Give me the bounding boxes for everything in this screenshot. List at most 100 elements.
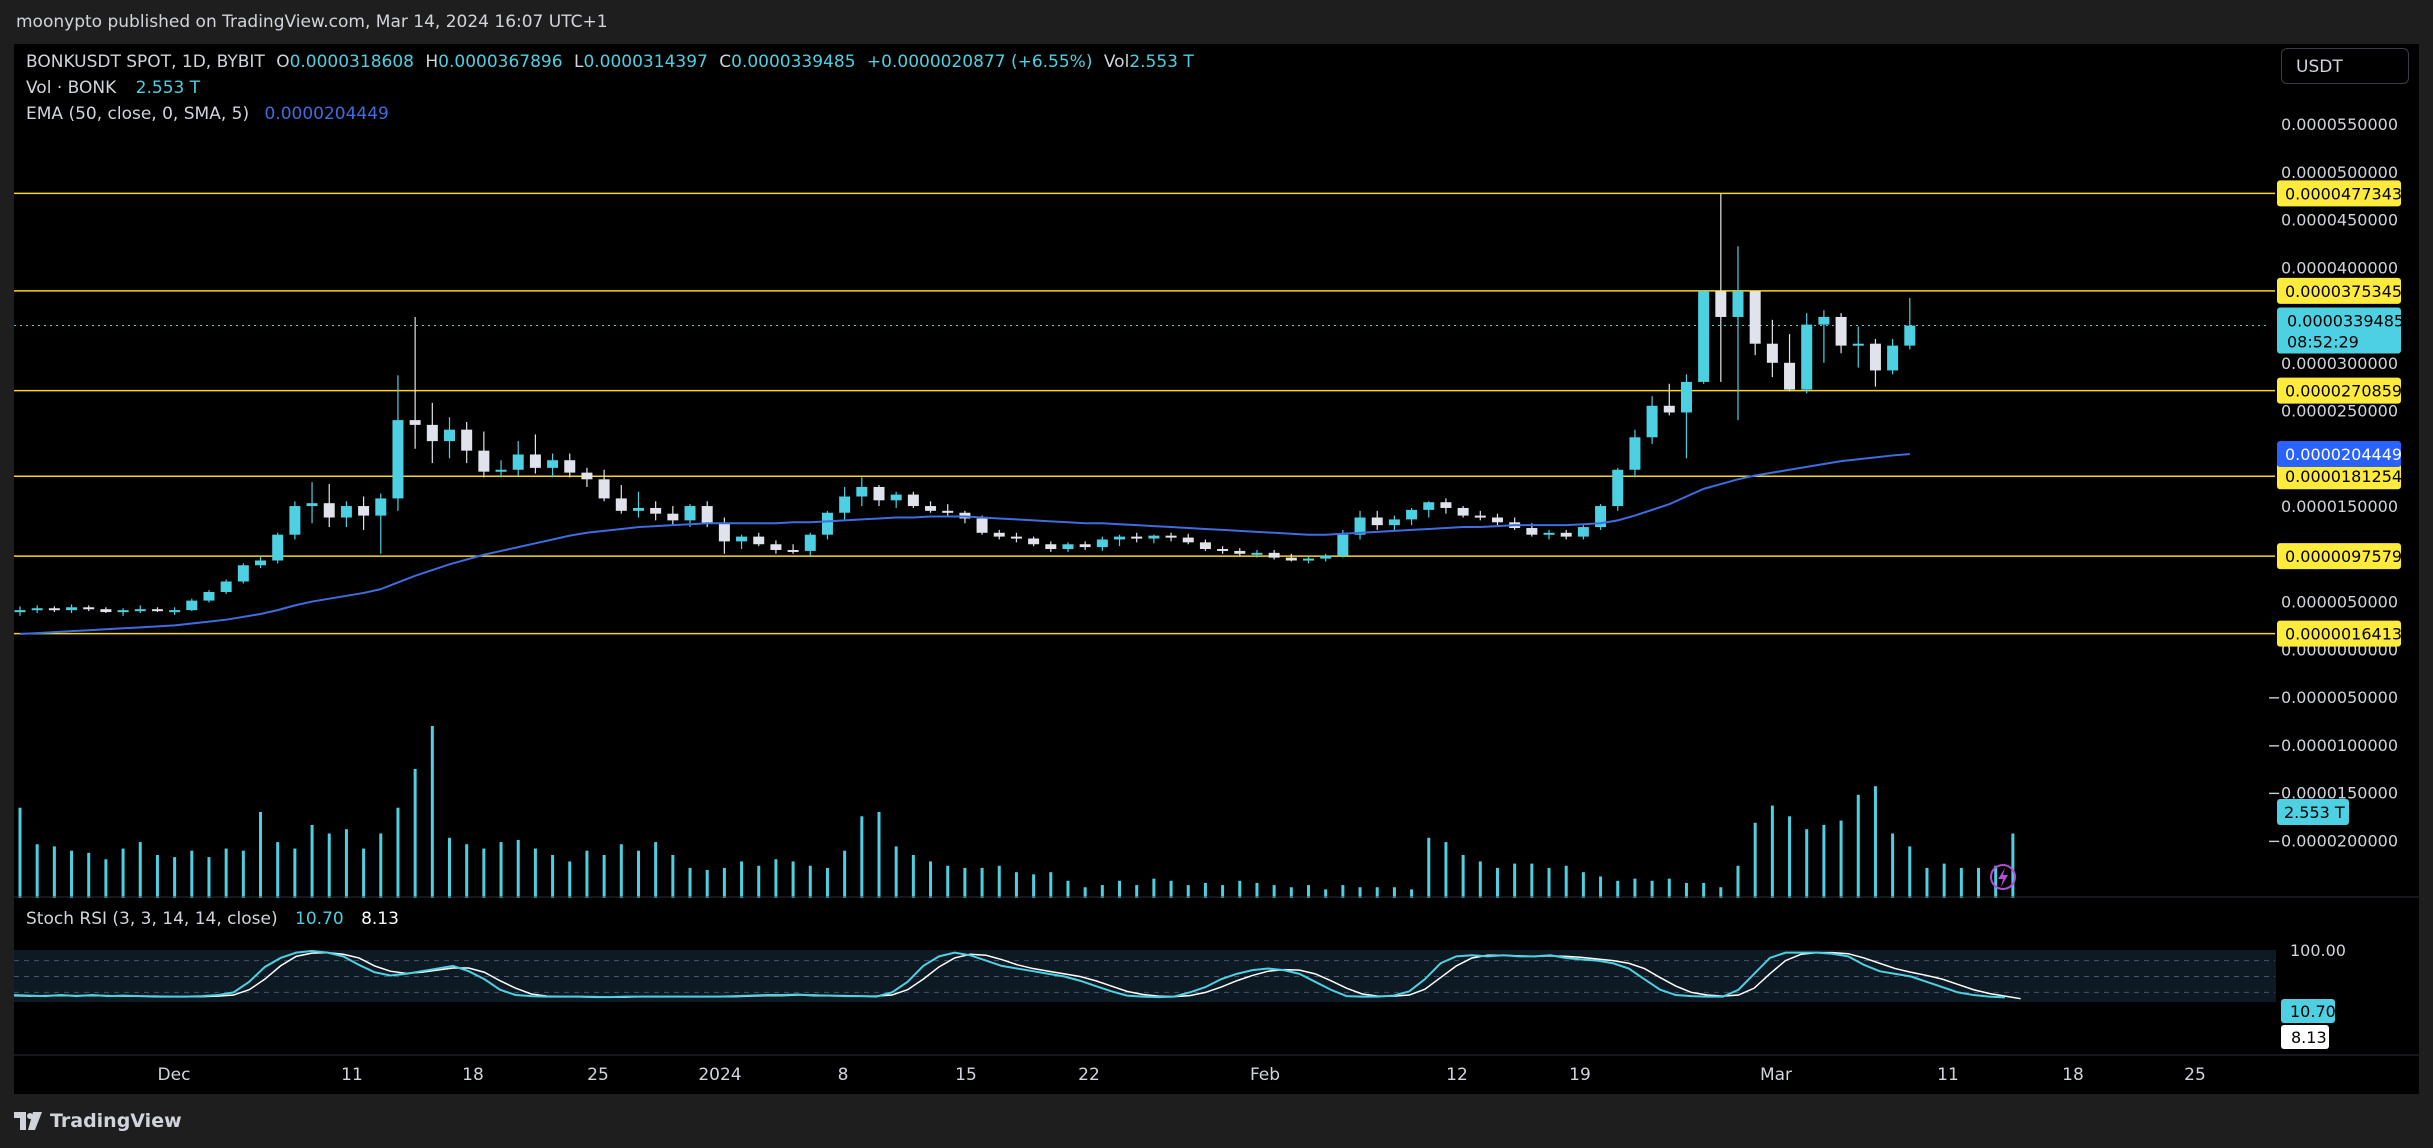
candle-body — [100, 609, 112, 613]
candles — [14, 193, 1916, 616]
volume-bar — [1307, 885, 1310, 898]
volume-bar — [138, 842, 142, 898]
volume-bar — [1873, 786, 1877, 898]
candle-body — [375, 498, 387, 516]
price-tick-label: 0.0000050000 — [2281, 593, 2398, 612]
time-tick-label: Feb — [1250, 1065, 1280, 1085]
volume-badge-bg — [2277, 799, 2349, 825]
candle-body — [753, 536, 765, 545]
volume-bar — [1719, 887, 1723, 898]
volume-bar — [1736, 865, 1740, 898]
lightning-icon-bolt — [1998, 868, 2008, 887]
candle-body — [1062, 544, 1074, 550]
volume-bar — [963, 867, 967, 898]
candle-body — [1303, 558, 1314, 561]
ema-badge-bg — [2277, 441, 2401, 468]
level-label-bg — [2277, 180, 2401, 207]
price-tick-label: 0.0000300000 — [2281, 354, 2398, 373]
volume-bar — [1667, 878, 1671, 898]
volume-bar — [155, 855, 159, 898]
candle-body — [1388, 519, 1400, 526]
volume-bar — [1118, 880, 1122, 898]
volume-bar — [1186, 885, 1190, 898]
candle-body — [907, 494, 919, 507]
volume-bar — [52, 846, 56, 898]
open-label: O — [276, 52, 290, 72]
candle-body — [1440, 502, 1452, 508]
tradingview-logo[interactable]: TradingView — [14, 1108, 182, 1134]
volume-bar — [1100, 885, 1104, 898]
candle-body — [512, 454, 524, 470]
candle-body — [83, 607, 95, 610]
candle-body — [1079, 544, 1091, 548]
stoch-tick-label: 100.00 — [2290, 941, 2346, 960]
stoch-d-legend-value: 8.13 — [361, 909, 399, 929]
volume-bar — [877, 812, 881, 898]
volume-bar — [1427, 837, 1431, 898]
volume-bar — [241, 850, 245, 898]
volume-bar — [1856, 794, 1860, 898]
candle-body — [1354, 517, 1366, 535]
volume-bar — [1788, 816, 1792, 898]
volume-bar — [1152, 878, 1156, 898]
volume-bar — [533, 848, 537, 898]
candle-body — [925, 506, 937, 511]
candle-body — [478, 450, 490, 472]
volume-bar — [362, 848, 366, 898]
chart-frame[interactable] — [14, 44, 2419, 1094]
candle-body — [1595, 506, 1607, 528]
volume-bar — [671, 855, 675, 898]
candle-body — [220, 581, 232, 592]
level-label: 0.0000097579 — [2285, 547, 2402, 566]
time-tick-label: 18 — [462, 1065, 484, 1085]
candle-body — [1526, 528, 1538, 535]
candle-body — [1784, 362, 1796, 390]
candle-body — [856, 486, 868, 497]
price-countdown: 08:52:29 — [2287, 333, 2359, 352]
volume-bar — [173, 857, 177, 898]
volume-bar — [1135, 885, 1139, 898]
currency-button[interactable]: USDT — [2281, 48, 2409, 84]
change-value: +0.0000020877 (+6.55%) — [866, 52, 1093, 72]
volume-bar — [1478, 861, 1482, 898]
candle-body — [134, 609, 146, 612]
volume-bar — [207, 857, 211, 898]
candle-body — [1577, 527, 1589, 537]
candle-body — [701, 506, 713, 524]
ema-legend: EMA (50, close, 0, SMA, 5) 0.0000204449 — [26, 104, 395, 124]
volume-bar — [259, 812, 263, 898]
volume-bar — [1616, 880, 1620, 898]
volume-bar — [1839, 820, 1843, 898]
volume-bar — [1324, 889, 1328, 898]
volume-bar — [1959, 867, 1963, 898]
candle-body — [1852, 343, 1864, 346]
volume-bar — [1908, 846, 1912, 898]
price-tick-label: 0.0000250000 — [2281, 402, 2398, 421]
time-tick-label: 11 — [341, 1065, 363, 1085]
volume-bar — [911, 855, 915, 898]
volume-bar — [1203, 882, 1207, 898]
ema-line — [19, 453, 1910, 636]
volume-title: Vol · BONK — [26, 78, 117, 98]
time-tick-label: 12 — [1446, 1065, 1468, 1085]
candle-body — [1285, 557, 1297, 561]
volume-bar — [1822, 824, 1826, 898]
candle-body — [839, 496, 851, 513]
candle-body — [718, 523, 730, 542]
candle-body — [787, 549, 799, 552]
candle-body — [667, 513, 679, 521]
volume-bar — [310, 824, 314, 898]
volume-legend: Vol · BONK 2.553 T — [26, 78, 206, 98]
vol-value: 2.553 T — [1129, 52, 1194, 72]
volume-legend-value: 2.553 T — [135, 78, 201, 98]
volume-bar — [1272, 885, 1276, 898]
level-label: 0.0000181254 — [2285, 467, 2402, 486]
candle-body — [1560, 532, 1572, 537]
candle-body — [529, 454, 541, 468]
candle-body — [1148, 535, 1160, 539]
candle-body — [117, 610, 129, 613]
candle-body — [942, 510, 954, 513]
volume-bar — [293, 848, 297, 898]
level-label-bg — [2277, 543, 2401, 570]
